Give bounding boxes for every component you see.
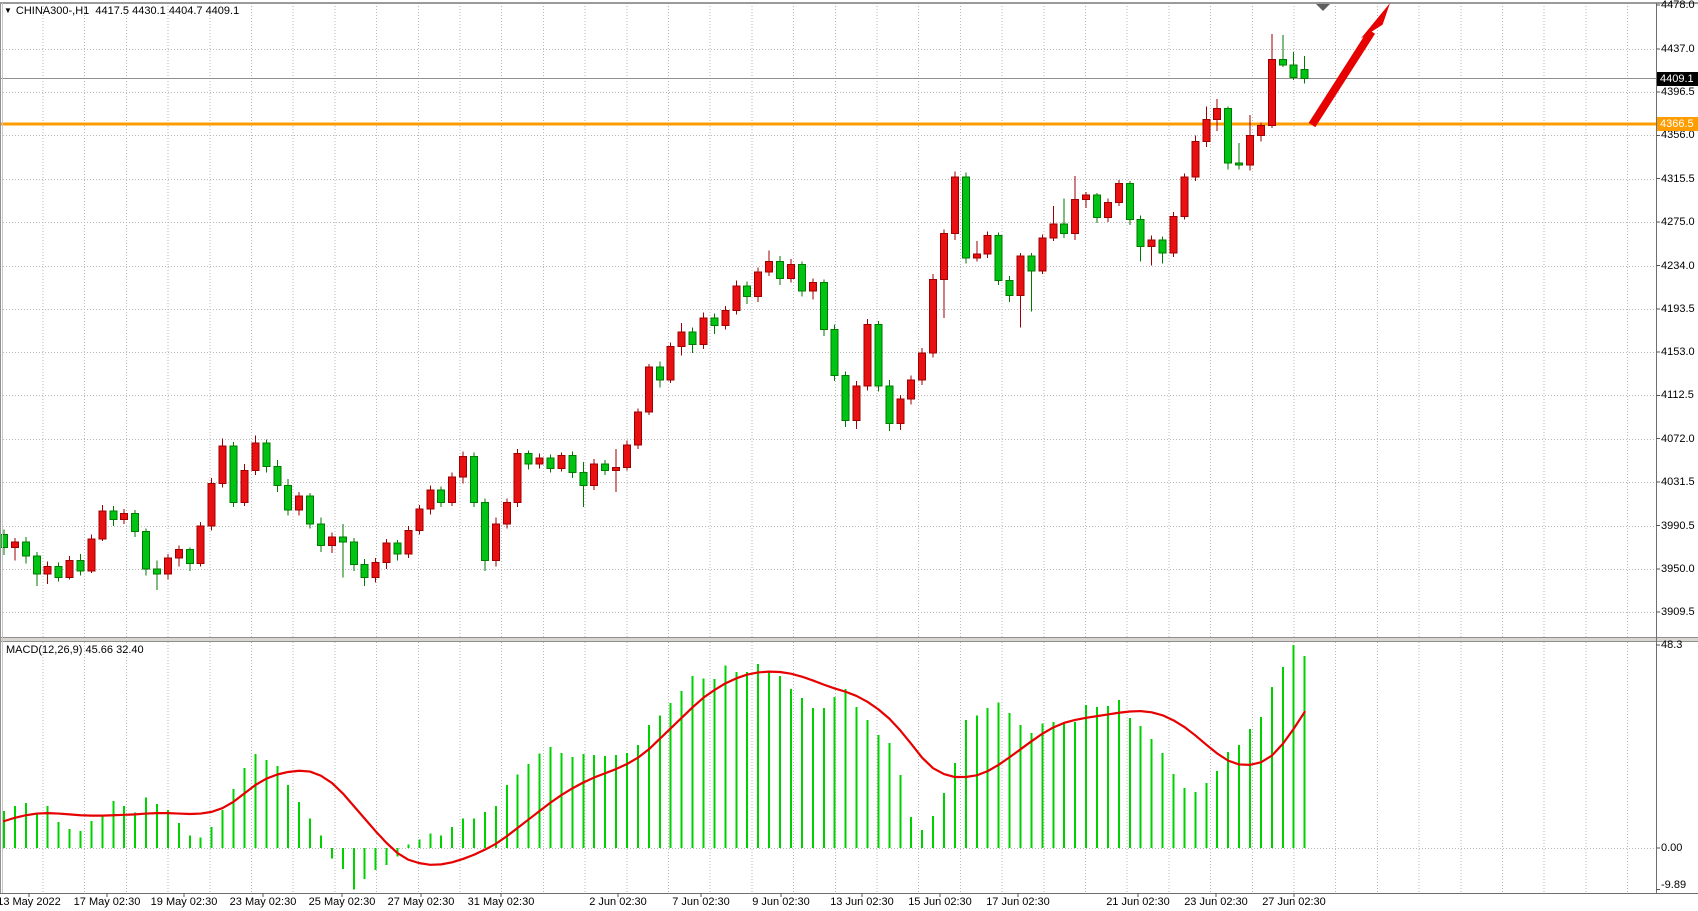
time-axis-label: 31 May 02:30: [467, 896, 535, 908]
price-axis-label: 4396.5: [1661, 86, 1695, 99]
price-axis-label: 4072.0: [1661, 432, 1695, 445]
current-price-tag: 4409.1: [1657, 71, 1698, 86]
time-axis-label: 23 Jun 02:30: [1184, 896, 1248, 908]
price-axis-label: 4315.5: [1661, 172, 1695, 185]
time-axis-label: 15 Jun 02:30: [908, 896, 972, 908]
macd-main-value: 45.66: [85, 644, 114, 656]
price-axis-label: 3909.5: [1661, 606, 1695, 619]
price-axis-label: 4356.0: [1661, 129, 1695, 142]
time-axis-label: 13 May 2022: [0, 896, 61, 908]
price-axis-label: 4112.5: [1661, 389, 1694, 402]
ohlc-close: 4409.1: [205, 5, 240, 17]
price-axis-label: -9.89: [1661, 879, 1687, 891]
time-axis-label: 19 May 02:30: [150, 896, 218, 908]
time-axis-label: 25 May 02:30: [308, 896, 376, 908]
price-axis-label: 3950.0: [1661, 562, 1695, 575]
time-axis-label: 2 Jun 02:30: [589, 896, 647, 908]
time-axis-label: 21 Jun 02:30: [1106, 896, 1170, 908]
price-axis-label: 4153.0: [1661, 346, 1695, 359]
orange-level-tag: 4366.5: [1657, 117, 1698, 132]
ohlc-low: 4404.7: [168, 5, 203, 17]
symbol-period-label: CHINA300-,H1: [15, 5, 90, 17]
time-axis-label: 17 May 02:30: [73, 896, 141, 908]
price-axis-label: 4193.5: [1661, 302, 1695, 315]
price-axis-label: 4478.0: [1661, 0, 1695, 11]
price-axis-label: 4275.0: [1661, 215, 1695, 228]
price-axis-label: 3990.5: [1661, 519, 1695, 532]
price-axis-label: 4031.5: [1661, 475, 1695, 488]
ohlc-open: 4417.5: [95, 5, 130, 17]
time-axis-label: 23 May 02:30: [229, 896, 297, 908]
macd-name: MACD(12,26,9): [6, 644, 83, 656]
symbol-info: ▼ CHINA300-,H1 4417.5 4430.1 4404.7 4409.…: [4, 4, 239, 19]
price-axis-label: 48.3: [1661, 639, 1683, 652]
time-axis-label: 7 Jun 02:30: [672, 896, 730, 908]
chevron-down-icon[interactable]: ▼: [4, 6, 12, 15]
time-axis-label: 9 Jun 02:30: [752, 896, 810, 908]
macd-indicator-label: MACD(12,26,9) 45.66 32.40: [6, 643, 144, 657]
price-axis-label: 4437.0: [1661, 42, 1695, 55]
time-axis-label: 17 Jun 02:30: [986, 896, 1050, 908]
time-axis-label: 27 Jun 02:30: [1262, 896, 1326, 908]
price-axis-label: 4234.0: [1661, 259, 1695, 272]
price-axis-label: 0.00: [1661, 842, 1683, 854]
time-axis-label: 27 May 02:30: [387, 896, 455, 908]
macd-signal-value: 32.40: [116, 644, 144, 656]
ohlc-high: 4430.1: [132, 5, 166, 17]
time-axis-label: 13 Jun 02:30: [830, 896, 894, 908]
